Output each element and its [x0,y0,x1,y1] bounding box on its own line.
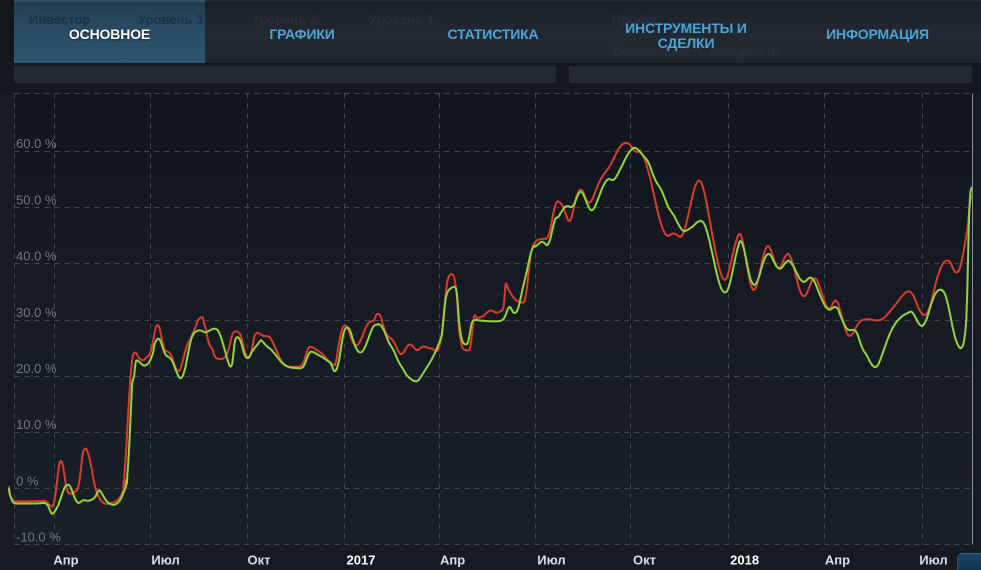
svg-text:Апр: Апр [825,553,850,568]
svg-text:10.0 %: 10.0 % [16,417,57,432]
svg-text:-10.0 %: -10.0 % [16,530,61,545]
svg-text:2018: 2018 [730,553,759,568]
svg-text:Окт: Окт [633,553,656,568]
svg-text:0 %: 0 % [16,473,39,488]
svg-text:Апр: Апр [53,553,78,568]
svg-text:Июл: Июл [537,553,565,568]
svg-text:50.0 %: 50.0 % [16,192,57,207]
svg-text:40.0 %: 40.0 % [16,249,57,264]
svg-text:Окт: Окт [248,553,271,568]
svg-text:Июл: Июл [151,553,179,568]
svg-text:30.0 %: 30.0 % [16,305,57,320]
svg-text:60.0 %: 60.0 % [16,136,57,151]
svg-text:Июл: Июл [919,553,947,568]
svg-text:2017: 2017 [347,553,376,568]
svg-text:Апр: Апр [440,553,465,568]
svg-text:20.0 %: 20.0 % [16,361,57,376]
